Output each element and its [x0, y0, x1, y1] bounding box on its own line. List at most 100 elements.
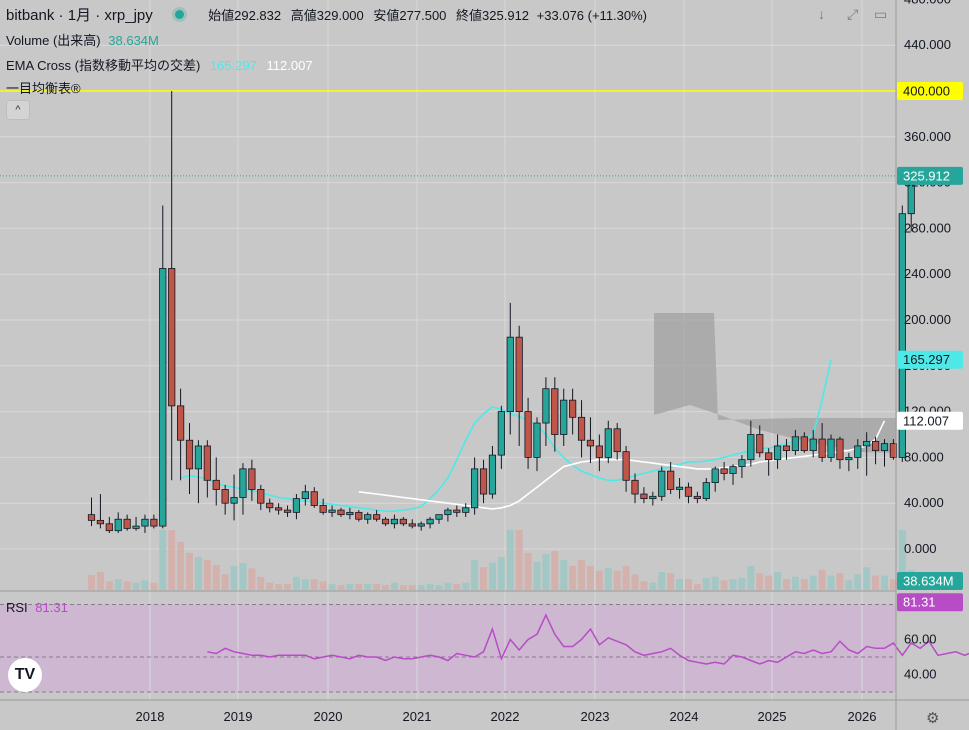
candle-body [756, 434, 764, 454]
close-label: 終値 [456, 8, 483, 23]
candle-body [693, 495, 701, 500]
volume-bar [524, 552, 532, 590]
candle-body [497, 411, 505, 456]
candle-body [515, 336, 523, 412]
price-tick-label: 40.000 [904, 495, 944, 510]
volume-bar [186, 552, 194, 590]
volume-bar [212, 564, 220, 590]
price-badge: 112.007 [903, 413, 949, 428]
symbol-name[interactable]: xrp_jpy [104, 7, 153, 24]
volume-bar [364, 584, 372, 590]
open-label: 始値 [208, 8, 235, 23]
arrow-down-icon[interactable]: ↓ [818, 6, 825, 22]
candle-body [435, 514, 443, 520]
volume-bar [355, 584, 363, 590]
candle-body [738, 459, 746, 467]
candle-body [818, 438, 826, 458]
volume-bar [390, 582, 398, 590]
volume-bar [444, 582, 452, 590]
price-tick-label: 240.000 [904, 266, 951, 281]
candle-body [782, 445, 791, 451]
time-tick-label: 2025 [758, 709, 787, 724]
volume-bar [194, 557, 202, 590]
volume-bar [809, 575, 817, 590]
tradingview-logo-icon[interactable]: TV [8, 658, 42, 692]
candle-body [373, 514, 381, 520]
candle-body [221, 489, 229, 504]
candle-body [622, 451, 630, 481]
price-badge: 325.912 [903, 168, 950, 183]
ema-legend[interactable]: EMA Cross (指数移動平均の交差) 165.297 112.007 [6, 55, 313, 74]
time-tick-label: 2020 [314, 709, 343, 724]
volume-bar [542, 554, 550, 590]
candle-body [105, 523, 113, 532]
volume-bar [435, 585, 443, 590]
collapse-legend-button[interactable]: ^ [6, 100, 30, 120]
open-value: 292.832 [234, 8, 282, 23]
candle-body [898, 213, 906, 458]
volume-bar [560, 560, 568, 590]
candle-body [123, 518, 131, 529]
volume-bar [132, 582, 140, 590]
price-badge-bg [897, 350, 963, 369]
volume-bar [497, 557, 505, 590]
volume-bar [702, 578, 710, 590]
volume-bar [346, 584, 354, 590]
volume-bar [836, 573, 844, 590]
volume-bar [301, 579, 309, 590]
camera-icon[interactable]: ▭ [874, 6, 888, 22]
rsi-legend[interactable]: RSI 81.31 [6, 600, 68, 615]
volume-bar [141, 580, 149, 590]
volume-legend[interactable]: Volume (出来高) 38.634M [6, 30, 159, 49]
candle-body [675, 486, 684, 490]
candle-body [417, 523, 425, 527]
candle-body [399, 518, 407, 525]
candle-body [729, 466, 737, 474]
ichimoku-legend[interactable]: 一目均衡表® [6, 78, 81, 97]
interval-label[interactable]: 1月 [67, 7, 92, 24]
candle-body [863, 440, 871, 447]
ema-slow-line [358, 420, 886, 510]
candle-body [604, 428, 612, 458]
candle-body [577, 416, 586, 441]
candle-body [444, 509, 452, 516]
volume-bar [159, 530, 167, 590]
volume-bar [676, 579, 684, 590]
candle-body [595, 445, 603, 458]
candle-body [292, 498, 301, 513]
candle-body [408, 523, 416, 527]
volume-bar [319, 581, 327, 590]
candle-body [765, 452, 773, 461]
volume-bar [382, 585, 390, 590]
symbol-header: bitbank · 1月 · xrp_jpy 始値292.832 高値329.0… [6, 7, 648, 24]
candle-body [488, 454, 497, 495]
candle-body [310, 491, 318, 506]
volume-bar [239, 563, 247, 590]
volume-bar [774, 572, 782, 590]
volume-bar [337, 585, 345, 590]
volume-bar [667, 573, 675, 590]
volume-bar [693, 584, 701, 590]
volume-bar [408, 585, 416, 590]
candle-body [791, 436, 799, 451]
candle-body [239, 468, 247, 498]
settings-gear-icon[interactable]: ⚙ [926, 710, 940, 727]
volume-bar [506, 530, 514, 590]
candle-body [586, 439, 595, 447]
low-label: 安値 [373, 8, 400, 23]
volume-bar [266, 582, 274, 590]
price-tick-label: 200.000 [904, 312, 951, 327]
candle-body [141, 518, 149, 527]
candle-body [150, 518, 158, 527]
time-tick-label: 2024 [670, 709, 699, 724]
volume-bar [114, 579, 122, 590]
ichimoku-label: 一目均衡表® [6, 81, 81, 96]
candle-body [809, 438, 817, 451]
time-tick-label: 2019 [224, 709, 253, 724]
candle-body [212, 479, 220, 490]
candle-body [720, 468, 728, 474]
exchange-name[interactable]: bitbank [6, 7, 55, 24]
candle-body [836, 438, 844, 461]
fullscreen-icon[interactable]: ⤢ [847, 6, 859, 22]
